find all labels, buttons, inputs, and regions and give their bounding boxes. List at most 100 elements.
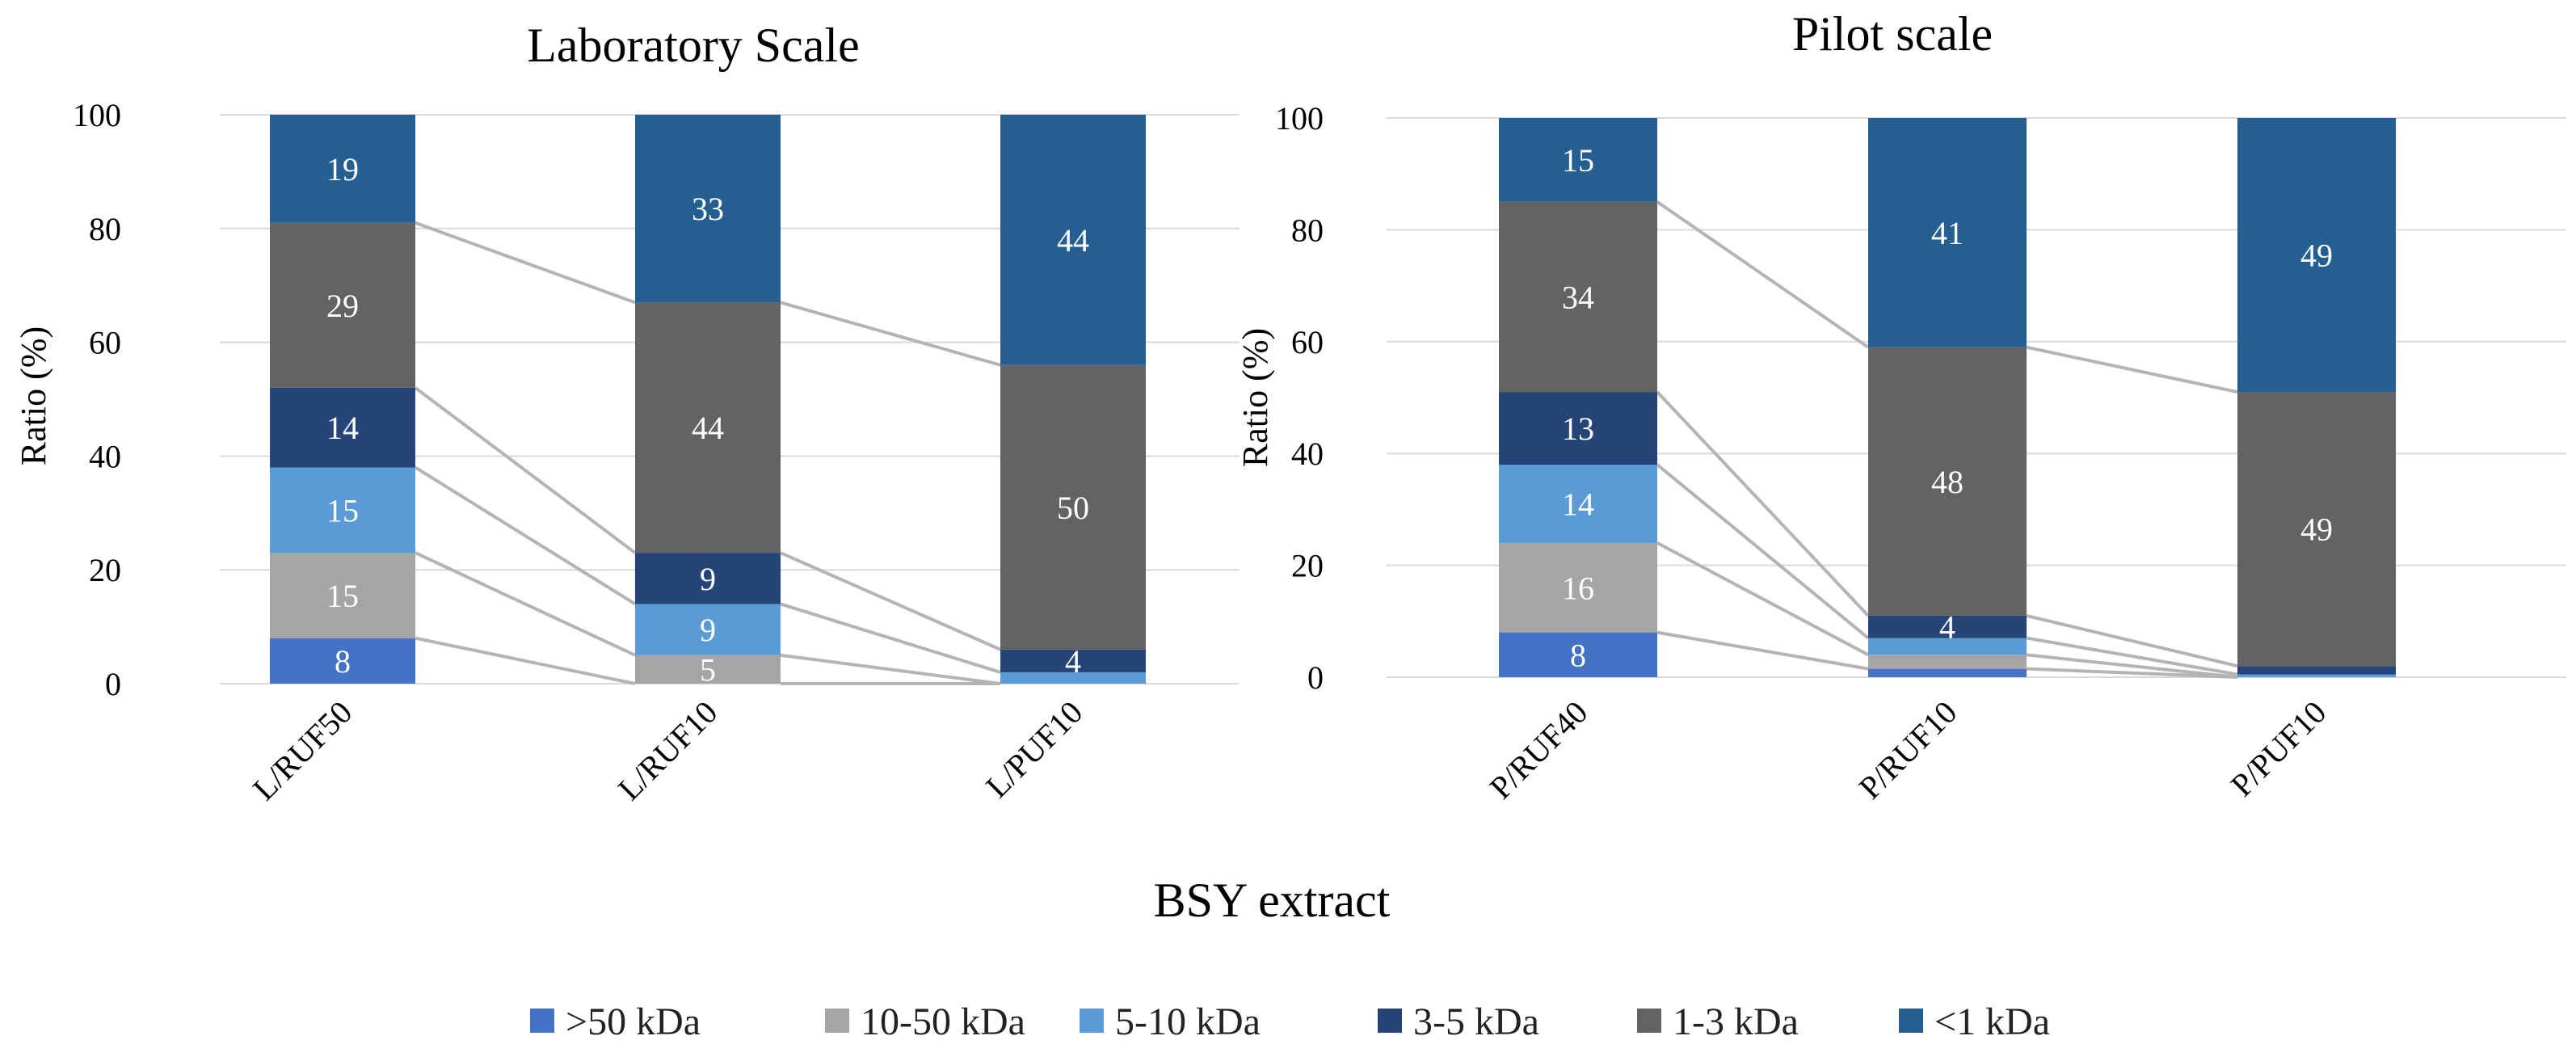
legend-label: 3-5 kDa [1413, 1000, 1539, 1043]
series-connector-line [2026, 636, 2238, 676]
data-label: 50 [1057, 490, 1089, 526]
y-tick-label: 60 [89, 325, 121, 361]
legend-label: 5-10 kDa [1115, 1000, 1261, 1043]
y-tick-label: 0 [105, 666, 121, 702]
series-connector-line [2026, 667, 2238, 679]
y-tick-label: 40 [89, 438, 121, 474]
panel-pilot-scale: Pilot scale Ratio (%) 0 20 40 60 80 100 8 16 14… [1235, 7, 2566, 806]
legend-label: 10-50 kDa [861, 1000, 1025, 1043]
legend-label: <1 kDa [1934, 1000, 2050, 1043]
bar-segment [635, 115, 781, 303]
data-label: 19 [326, 151, 359, 187]
legend-swatch [1378, 1009, 1402, 1033]
data-label: 34 [1562, 279, 1594, 315]
series-connector-line [2026, 613, 2238, 668]
series-connector-line [780, 301, 1001, 367]
series-connector-line [1656, 541, 1869, 657]
y-tick-label: 100 [1275, 100, 1324, 137]
bar-segment [270, 638, 415, 684]
y-tick-label: 80 [89, 211, 121, 247]
data-label: 9 [700, 561, 716, 597]
series-connector-line [415, 636, 636, 685]
data-label: 44 [1057, 222, 1089, 259]
bar-segment [270, 222, 415, 388]
bar-segment [1499, 465, 1657, 543]
y-axis-label: Ratio (%) [14, 326, 53, 465]
data-label: 44 [692, 410, 724, 446]
legend-swatch [530, 1009, 554, 1033]
data-label: 14 [326, 410, 359, 446]
series-connector-line [2026, 653, 2238, 679]
data-label: 15 [326, 578, 359, 614]
bar-segment [270, 115, 415, 223]
series-connector-line [415, 551, 636, 657]
bar-segment [635, 302, 781, 554]
y-tick-label: 80 [1291, 212, 1324, 248]
series-connector-line [415, 221, 636, 305]
bar-segment [1000, 672, 1146, 684]
data-label: 15 [326, 492, 359, 528]
data-label: 4 [1939, 609, 1955, 646]
data-label: 41 [1931, 215, 1964, 251]
bar-segment [2237, 118, 2396, 393]
series-connector-line [1656, 463, 1870, 640]
panel-laboratory-scale: Laboratory Scale Ratio (%) 020406080100 … [14, 19, 1240, 807]
bar-segment [1499, 392, 1657, 465]
data-label: 5 [700, 651, 716, 688]
bar-segment [2237, 674, 2396, 677]
legend: >50 kDa 10-50 kDa 5-10 kDa 3-5 kDa 1-3 kDa <1… [530, 1000, 2050, 1043]
legend-swatch [1637, 1009, 1661, 1033]
data-label: 8 [335, 643, 351, 680]
bar-segment [635, 553, 781, 604]
series-connector-line [780, 653, 1001, 685]
bar-segment [1868, 668, 2027, 677]
data-label: 16 [1562, 570, 1594, 606]
bar-segment [1868, 347, 2027, 616]
bar-segment [270, 553, 415, 638]
y-tick-label: 40 [1291, 436, 1324, 472]
bar-segment [1499, 542, 1657, 633]
bar-segment [1000, 364, 1146, 650]
bar-segment [635, 655, 781, 684]
bar-segment [1499, 632, 1657, 677]
bar-segment [2237, 392, 2396, 667]
data-label: 9 [700, 612, 716, 648]
y-tick-label: 20 [1291, 548, 1324, 584]
data-label: 48 [1931, 464, 1964, 500]
bar-segment [2237, 666, 2396, 675]
series-connector-line [414, 386, 637, 554]
series-connector-line [414, 465, 637, 606]
series-connector-line [780, 551, 1001, 651]
x-tick-label: P/PUF10 [2224, 694, 2334, 804]
legend-swatch [825, 1009, 849, 1033]
legend-swatch [1080, 1009, 1104, 1033]
y-tick-label: 100 [73, 97, 121, 133]
chart-title: Pilot scale [1792, 7, 1993, 61]
series-connector-line [1656, 200, 1870, 349]
data-label: 49 [2300, 512, 2333, 548]
bar-segment [1499, 201, 1657, 393]
bar-segment [270, 387, 415, 468]
y-tick-label: 60 [1291, 324, 1324, 360]
series-connector-line [780, 602, 1001, 674]
data-label: 33 [692, 191, 724, 227]
x-tick-label: P/RUF40 [1483, 694, 1595, 806]
bar-segment [1000, 649, 1146, 672]
y-tick-label: 0 [1307, 659, 1324, 696]
data-label: 15 [1562, 142, 1594, 179]
legend-label: >50 kDa [566, 1000, 701, 1043]
y-tick-label: 20 [89, 552, 121, 588]
bar-segment [1868, 118, 2027, 347]
x-tick-label: L/RUF10 [611, 694, 724, 807]
x-tick-label: P/RUF10 [1852, 694, 1964, 806]
series-connector-line [1656, 390, 1870, 617]
x-tick-label: L/PUF10 [979, 694, 1089, 805]
bar-segment [1868, 615, 2027, 638]
x-axis-label: BSY extract [1154, 874, 1391, 927]
chart-title: Laboratory Scale [527, 19, 859, 72]
bar-segment [1868, 655, 2027, 669]
data-label: 49 [2300, 238, 2333, 274]
bar-segment [635, 604, 781, 655]
series-connector-line [1656, 630, 1869, 671]
